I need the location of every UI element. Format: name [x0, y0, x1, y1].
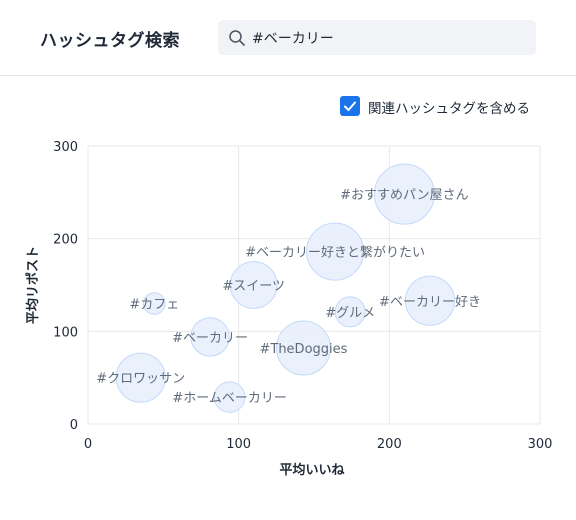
bubble [275, 320, 331, 376]
bubble-label: #ベーカリー好きと繋がりたい [245, 245, 425, 261]
bubble [190, 317, 230, 357]
x-tick-label: 0 [84, 437, 92, 452]
bubble [213, 381, 246, 413]
y-axis-title: 平均リポスト [25, 246, 41, 324]
include-related-checkbox[interactable] [340, 96, 360, 116]
bubble [373, 163, 435, 225]
header-bar: ハッシュタグ検索 [0, 0, 576, 76]
y-tick-label: 100 [53, 325, 78, 340]
bubble-label: #ホームベーカリー [172, 391, 287, 406]
bubble-label: #カフェ [129, 298, 179, 313]
bubble-label: #グルメ [325, 306, 375, 321]
bubble [115, 352, 166, 403]
include-related-label: 関連ハッシュタグを含める [368, 101, 530, 117]
bubble-label: #スイーツ [222, 279, 285, 294]
bubble-chart: 0 100 200 300 0 100 200 300 平均いいね 平均リポスト #おすすめパン屋さ… [25, 140, 553, 478]
search-icon [228, 29, 246, 47]
bubble-label: #おすすめパン屋さん [340, 188, 469, 203]
y-tick-label: 0 [70, 418, 78, 433]
search-input[interactable] [252, 20, 522, 55]
search-box[interactable] [218, 20, 536, 55]
bubble-label: #クロワッサン [96, 372, 185, 387]
bubble [404, 275, 456, 326]
x-tick-label: 100 [226, 437, 251, 452]
bubble-label: #ベーカリー [172, 331, 248, 346]
x-tick-label: 300 [528, 437, 553, 452]
bubble [334, 296, 366, 328]
y-tick-label: 200 [53, 233, 78, 248]
bubble-label: #ベーカリー好き [379, 295, 481, 310]
checkmark-icon [344, 101, 356, 111]
x-tick-label: 200 [377, 437, 402, 452]
x-axis-title: 平均いいね [279, 462, 344, 478]
bubble [306, 222, 365, 281]
bubble-label: #TheDoggies [259, 342, 347, 357]
page-title: ハッシュタグ検索 [40, 31, 180, 51]
bubble [142, 292, 166, 315]
y-tick-label: 300 [53, 140, 78, 155]
bubble [229, 261, 278, 309]
